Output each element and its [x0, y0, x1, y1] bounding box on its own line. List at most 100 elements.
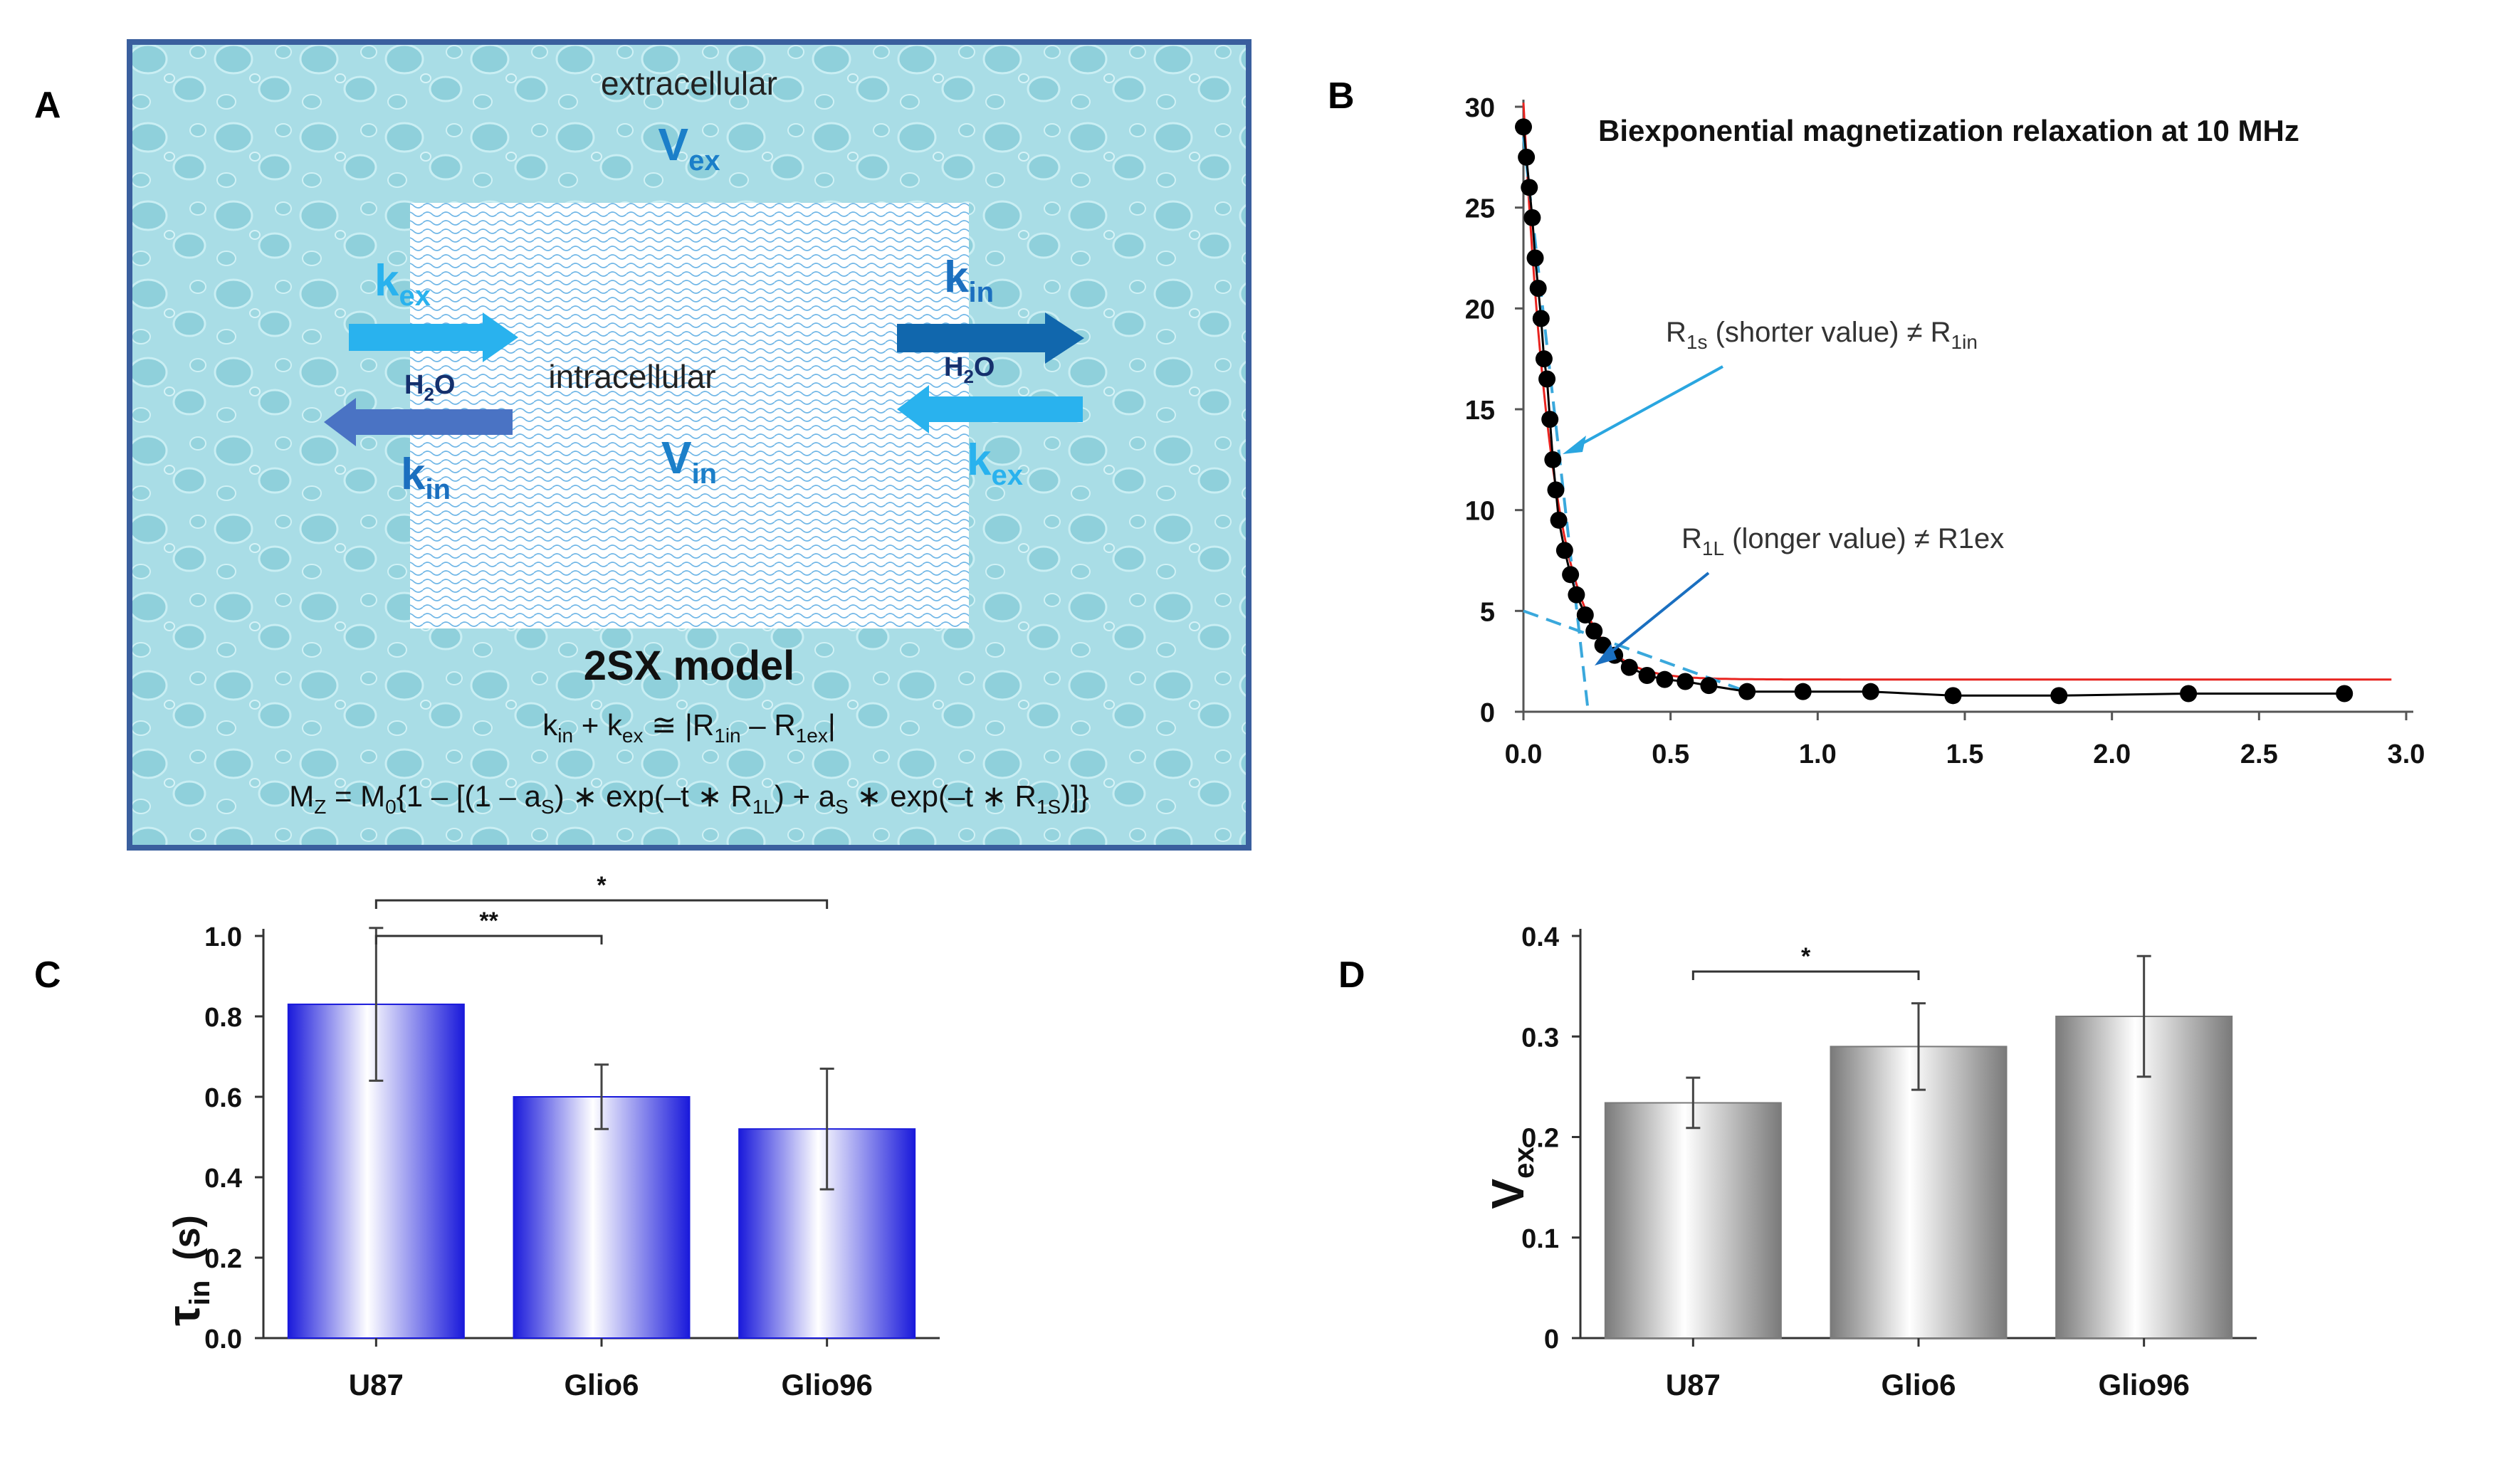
chart-b-x-tick-label: 1.5	[1946, 740, 1984, 769]
panel-label-b: B	[1328, 75, 1355, 117]
data-point	[1794, 683, 1812, 700]
data-point	[1526, 249, 1544, 267]
data-point	[1518, 148, 1536, 166]
data-point	[1544, 451, 1562, 468]
arrow-left-top	[349, 312, 518, 362]
v-ex-label: Vex	[658, 119, 720, 177]
k-ex-left: kex	[374, 256, 431, 312]
chart-c-ylabel: τin(s)	[158, 1215, 216, 1326]
data-point	[1638, 667, 1656, 684]
data-point	[1541, 411, 1559, 428]
k-in-right: kin	[944, 253, 994, 308]
panel-label-d: D	[1338, 954, 1365, 996]
data-point	[1862, 683, 1879, 700]
extracellular-label: extracellular	[601, 65, 777, 102]
data-point	[1535, 350, 1553, 368]
data-point	[2336, 685, 2354, 702]
data-point	[1738, 683, 1756, 700]
chart-b-x-tick-label: 3.0	[2388, 740, 2425, 769]
chart-c-y-tick-label: 0.2	[204, 1244, 242, 1274]
chart-c-y-tick-label: 0.4	[204, 1164, 242, 1194]
arrow-right-top	[897, 312, 1084, 364]
data-point	[1562, 566, 1580, 584]
annotation-long-component: R1L (longer value) ≠ R1ex	[1681, 523, 2004, 559]
chart-c-significance-label: *	[597, 872, 607, 899]
data-point	[1538, 370, 1556, 388]
arrow-left-bottom	[324, 398, 513, 446]
chart-c-y-tick-label: 1.0	[204, 922, 242, 952]
annotation-short-arrow	[1563, 365, 1723, 454]
chart-b-x-tick-label: 0.5	[1652, 740, 1689, 769]
data-point	[1529, 280, 1547, 297]
data-point	[1555, 542, 1573, 559]
chart-b-y-tick-label: 10	[1465, 497, 1495, 527]
chart-b-title: Biexponential magnetization relaxation a…	[1598, 114, 2299, 147]
data-point	[1521, 179, 1538, 196]
intracellular-label: intracellular	[548, 358, 715, 395]
data-point	[1585, 622, 1603, 640]
data-point	[1532, 310, 1550, 327]
annotation-short-component: R1s (shorter value) ≠ R1in	[1666, 317, 1978, 353]
chart-c-y-tick-label: 0.8	[204, 1003, 242, 1033]
arrow-right-bottom	[897, 385, 1083, 433]
biexponential-fit-curve	[1522, 127, 2345, 697]
relaxation-chart: Biexponential magnetization relaxation a…	[1465, 93, 2425, 769]
panel-a-diagram: extracellular Vex intracellular Vin kex …	[127, 39, 1252, 851]
chart-d-category-label: Glio96	[2098, 1368, 2189, 1401]
chart-d-significance-bracket	[1691, 970, 1920, 980]
data-point	[2180, 685, 2198, 702]
data-point	[1515, 118, 1532, 136]
chart-d-bar	[1604, 1102, 1782, 1339]
chart-b-y-tick-label: 25	[1465, 194, 1495, 224]
chart-c-significance-bracket	[374, 899, 829, 909]
chart-c-significance-label: **	[479, 907, 498, 935]
panel-label-c: C	[34, 954, 61, 996]
data-point	[1547, 481, 1565, 499]
panel-label-a: A	[34, 85, 61, 126]
v-ex-bar-chart: Vex 0 0.1 0.2 0.3 0.4 U87 Glio6 Glio96 *	[1482, 922, 2257, 1401]
v-in-label: Vin	[661, 432, 717, 490]
chart-b-y-tick-label: 0	[1480, 698, 1495, 728]
h2o-right: H2O	[944, 352, 995, 387]
chart-b-y-tick-label: 5	[1480, 597, 1495, 627]
equation-rates: kin + kex ≅ |R1in – R1ex|	[542, 708, 836, 747]
chart-b-x-tick-label: 0.0	[1505, 740, 1543, 769]
chart-c-y-tick-label: 0.6	[204, 1083, 242, 1113]
chart-c-category-label: Glio6	[564, 1368, 639, 1401]
chart-d-category-label: Glio6	[1881, 1368, 1956, 1401]
data-point	[1568, 586, 1585, 604]
equation-magnetization: MZ = M0{1 – [(1 – aS) ∗ exp(–t ∗ R1L) + …	[289, 779, 1089, 818]
chart-d-y-tick-label: 0.4	[1521, 922, 1559, 952]
chart-d-y-tick-label: 0.2	[1521, 1124, 1559, 1154]
data-point	[1676, 673, 1694, 690]
chart-c-category-label: Glio96	[781, 1368, 872, 1401]
data-point	[2050, 687, 2068, 705]
chart-d-y-tick-label: 0.3	[1521, 1023, 1559, 1053]
chart-d-y-tick-label: 0	[1544, 1325, 1559, 1354]
data-point	[1700, 677, 1718, 695]
red-fit-curve	[1522, 102, 2392, 681]
chart-b-y-tick-label: 15	[1465, 396, 1495, 426]
chart-b-x-tick-label: 2.0	[2093, 740, 2131, 769]
chart-c-bar	[513, 1096, 691, 1339]
chart-c-y-tick-label: 0.0	[204, 1325, 242, 1354]
chart-b-x-tick-label: 2.5	[2240, 740, 2278, 769]
h2o-left: H2O	[404, 370, 455, 405]
model-title: 2SX model	[584, 643, 795, 689]
data-point	[1656, 670, 1674, 688]
annotation-long-arrow	[1595, 572, 1710, 665]
chart-d-y-tick-label: 0.1	[1521, 1224, 1559, 1254]
data-point	[1576, 606, 1594, 623]
chart-b-y-tick-label: 30	[1465, 93, 1495, 123]
data-point	[1620, 658, 1638, 676]
chart-d-significance-label: *	[1801, 943, 1811, 970]
data-point	[1523, 209, 1541, 226]
tau-in-bar-chart: τin(s) 0.0 0.2 0.4 0.6 0.8 1.0 U87 Glio6 Glio96 *…	[158, 872, 940, 1401]
chart-d-category-label: U87	[1666, 1368, 1721, 1401]
data-point	[1550, 511, 1568, 529]
chart-b-x-tick-label: 1.0	[1799, 740, 1837, 769]
k-ex-right: kex	[967, 436, 1023, 491]
chart-c-category-label: U87	[349, 1368, 404, 1401]
k-in-left: kin	[401, 450, 451, 505]
chart-c-significance-bracket	[374, 935, 603, 944]
